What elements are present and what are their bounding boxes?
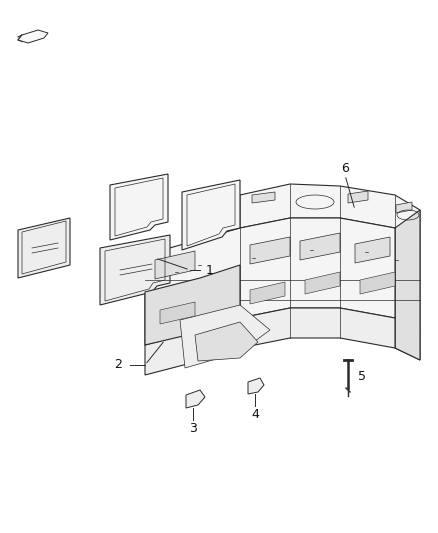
Polygon shape — [110, 174, 168, 240]
Polygon shape — [180, 305, 270, 368]
Polygon shape — [18, 30, 48, 43]
Polygon shape — [252, 192, 275, 203]
Text: 2: 2 — [114, 359, 122, 372]
Polygon shape — [240, 184, 420, 240]
Polygon shape — [182, 180, 240, 250]
Polygon shape — [250, 237, 290, 264]
Text: 6: 6 — [341, 161, 349, 174]
Text: 4: 4 — [251, 408, 259, 421]
Text: 3: 3 — [189, 422, 197, 434]
Polygon shape — [145, 265, 240, 345]
Polygon shape — [250, 282, 285, 304]
Polygon shape — [186, 390, 205, 408]
Polygon shape — [160, 302, 195, 324]
Polygon shape — [396, 202, 412, 213]
Polygon shape — [355, 237, 390, 263]
Polygon shape — [145, 308, 420, 375]
Polygon shape — [100, 235, 170, 305]
Polygon shape — [300, 233, 340, 260]
Polygon shape — [145, 228, 240, 292]
Text: 5: 5 — [358, 369, 366, 383]
Polygon shape — [248, 378, 264, 394]
Polygon shape — [195, 322, 258, 361]
Polygon shape — [18, 218, 70, 278]
Polygon shape — [360, 272, 395, 294]
Polygon shape — [348, 191, 368, 203]
Polygon shape — [145, 218, 420, 345]
Text: 1: 1 — [206, 263, 214, 277]
Polygon shape — [305, 272, 340, 294]
Polygon shape — [395, 210, 420, 360]
Polygon shape — [155, 251, 195, 279]
